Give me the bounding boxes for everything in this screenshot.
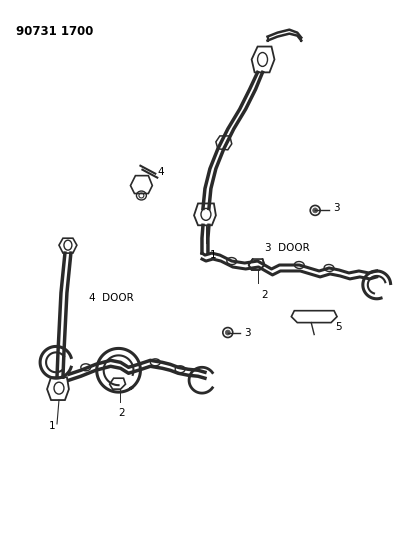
Polygon shape (252, 46, 274, 72)
Text: 1: 1 (210, 250, 216, 260)
Text: 2: 2 (119, 408, 125, 418)
Polygon shape (291, 311, 337, 322)
Text: 5: 5 (335, 321, 342, 332)
Polygon shape (216, 136, 232, 150)
Text: 4  DOOR: 4 DOOR (89, 293, 133, 303)
Polygon shape (110, 378, 125, 389)
Ellipse shape (225, 330, 230, 335)
Text: 4: 4 (157, 167, 164, 176)
Text: 3: 3 (333, 204, 340, 213)
Polygon shape (47, 377, 69, 400)
Polygon shape (59, 238, 77, 253)
Ellipse shape (313, 208, 318, 213)
Text: 3  DOOR: 3 DOOR (264, 243, 309, 253)
Text: 2: 2 (262, 290, 268, 300)
Text: 1: 1 (49, 421, 56, 431)
Text: 3: 3 (244, 328, 250, 337)
Text: 90731 1700: 90731 1700 (16, 25, 94, 38)
Polygon shape (131, 176, 152, 193)
Polygon shape (194, 204, 216, 225)
Polygon shape (249, 259, 264, 270)
